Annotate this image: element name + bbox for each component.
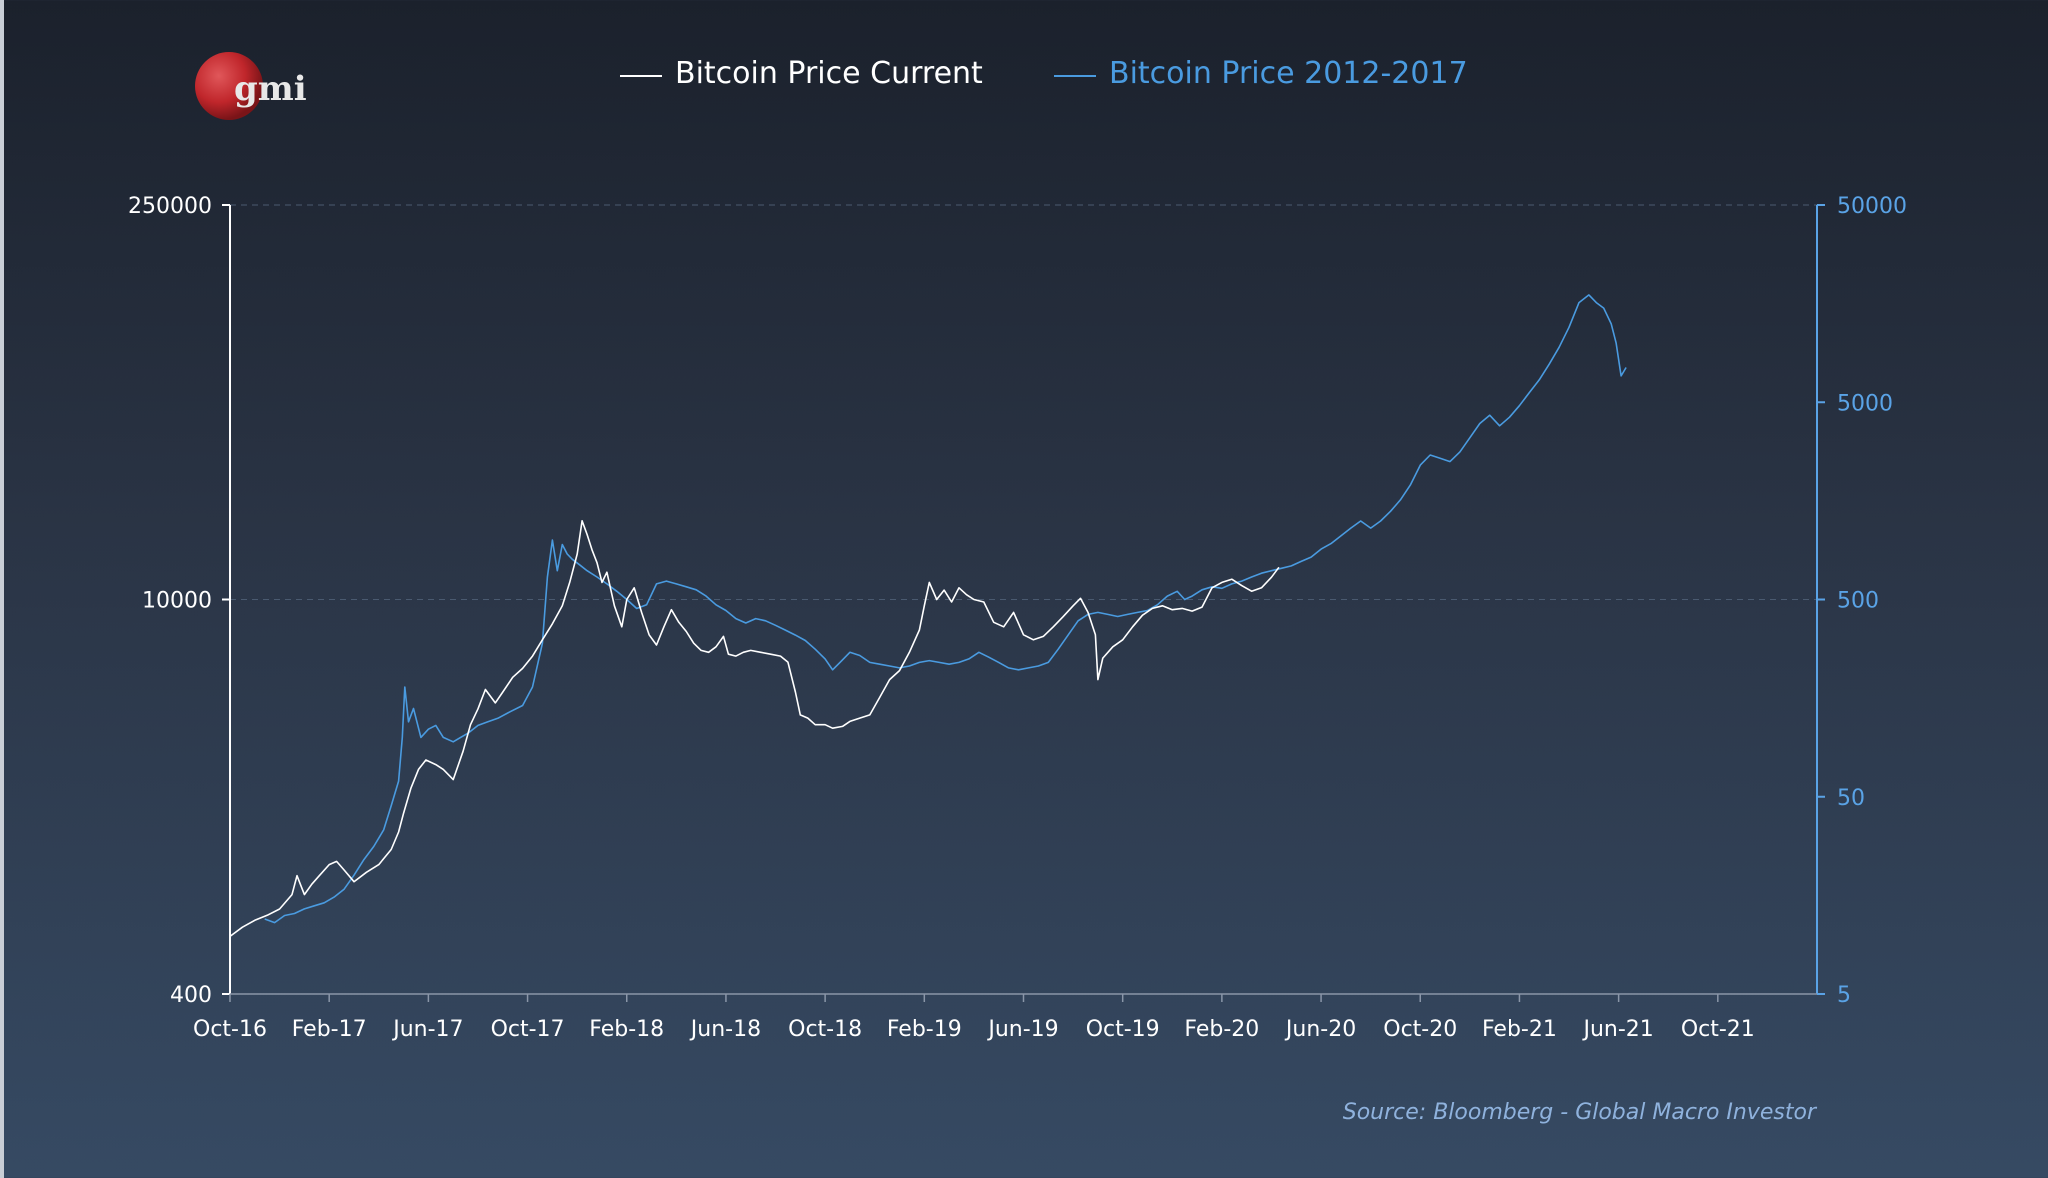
y-right-tick-label: 5000 (1837, 391, 1893, 416)
x-tick-label: Jun-19 (986, 1017, 1058, 1042)
legend-label-current: Bitcoin Price Current (675, 56, 983, 91)
gridlines (230, 204, 1817, 600)
x-tick-label: Oct-17 (491, 1017, 565, 1042)
source-note: Source: Bloomberg - Global Macro Investo… (1342, 1100, 1816, 1125)
x-tick-label: Feb-19 (887, 1017, 962, 1042)
axes: 250000 10000 400 50000 5000 500 50 5 Oct-16 Feb-1… (128, 194, 1907, 1042)
gmi-logo: gmi (195, 52, 307, 120)
x-tick-label: Oct-21 (1681, 1017, 1755, 1042)
y-right-tick-label: 50 (1837, 786, 1865, 811)
y-right-tick-label: 50000 (1837, 194, 1907, 219)
globe-icon (195, 52, 263, 120)
x-tick-label: Oct-18 (788, 1017, 862, 1042)
x-tick-label: Jun-20 (1284, 1017, 1356, 1042)
x-tick-label: Feb-18 (589, 1017, 664, 1042)
x-tick-label: Oct-20 (1383, 1017, 1457, 1042)
chart-svg: Bitcoin Price Current Bitcoin Price 2012… (128, 56, 1907, 1042)
x-tick-label: Jun-21 (1581, 1017, 1653, 1042)
x-tick-label: Feb-21 (1482, 1017, 1557, 1042)
y-left-tick-label: 10000 (142, 589, 212, 614)
series (229, 294, 1627, 938)
series-line-current (229, 520, 1280, 938)
x-tick-label: Feb-17 (292, 1017, 367, 1042)
legend: Bitcoin Price Current Bitcoin Price 2012… (620, 56, 1468, 91)
x-tick-label: Oct-16 (193, 1017, 267, 1042)
logo-text: gmi (234, 69, 307, 109)
y-left-tick-label: 250000 (128, 194, 212, 219)
series-line-history (264, 294, 1627, 924)
y-left-tick-label: 400 (170, 983, 212, 1008)
y-right-tick-label: 5 (1837, 983, 1851, 1008)
legend-label-history: Bitcoin Price 2012-2017 (1109, 56, 1468, 91)
x-tick-label: Oct-19 (1086, 1017, 1160, 1042)
x-tick-label: Jun-17 (391, 1017, 463, 1042)
x-tick-label: Jun-18 (689, 1017, 761, 1042)
y-right-tick-label: 500 (1837, 589, 1879, 614)
x-tick-label: Feb-20 (1184, 1017, 1259, 1042)
